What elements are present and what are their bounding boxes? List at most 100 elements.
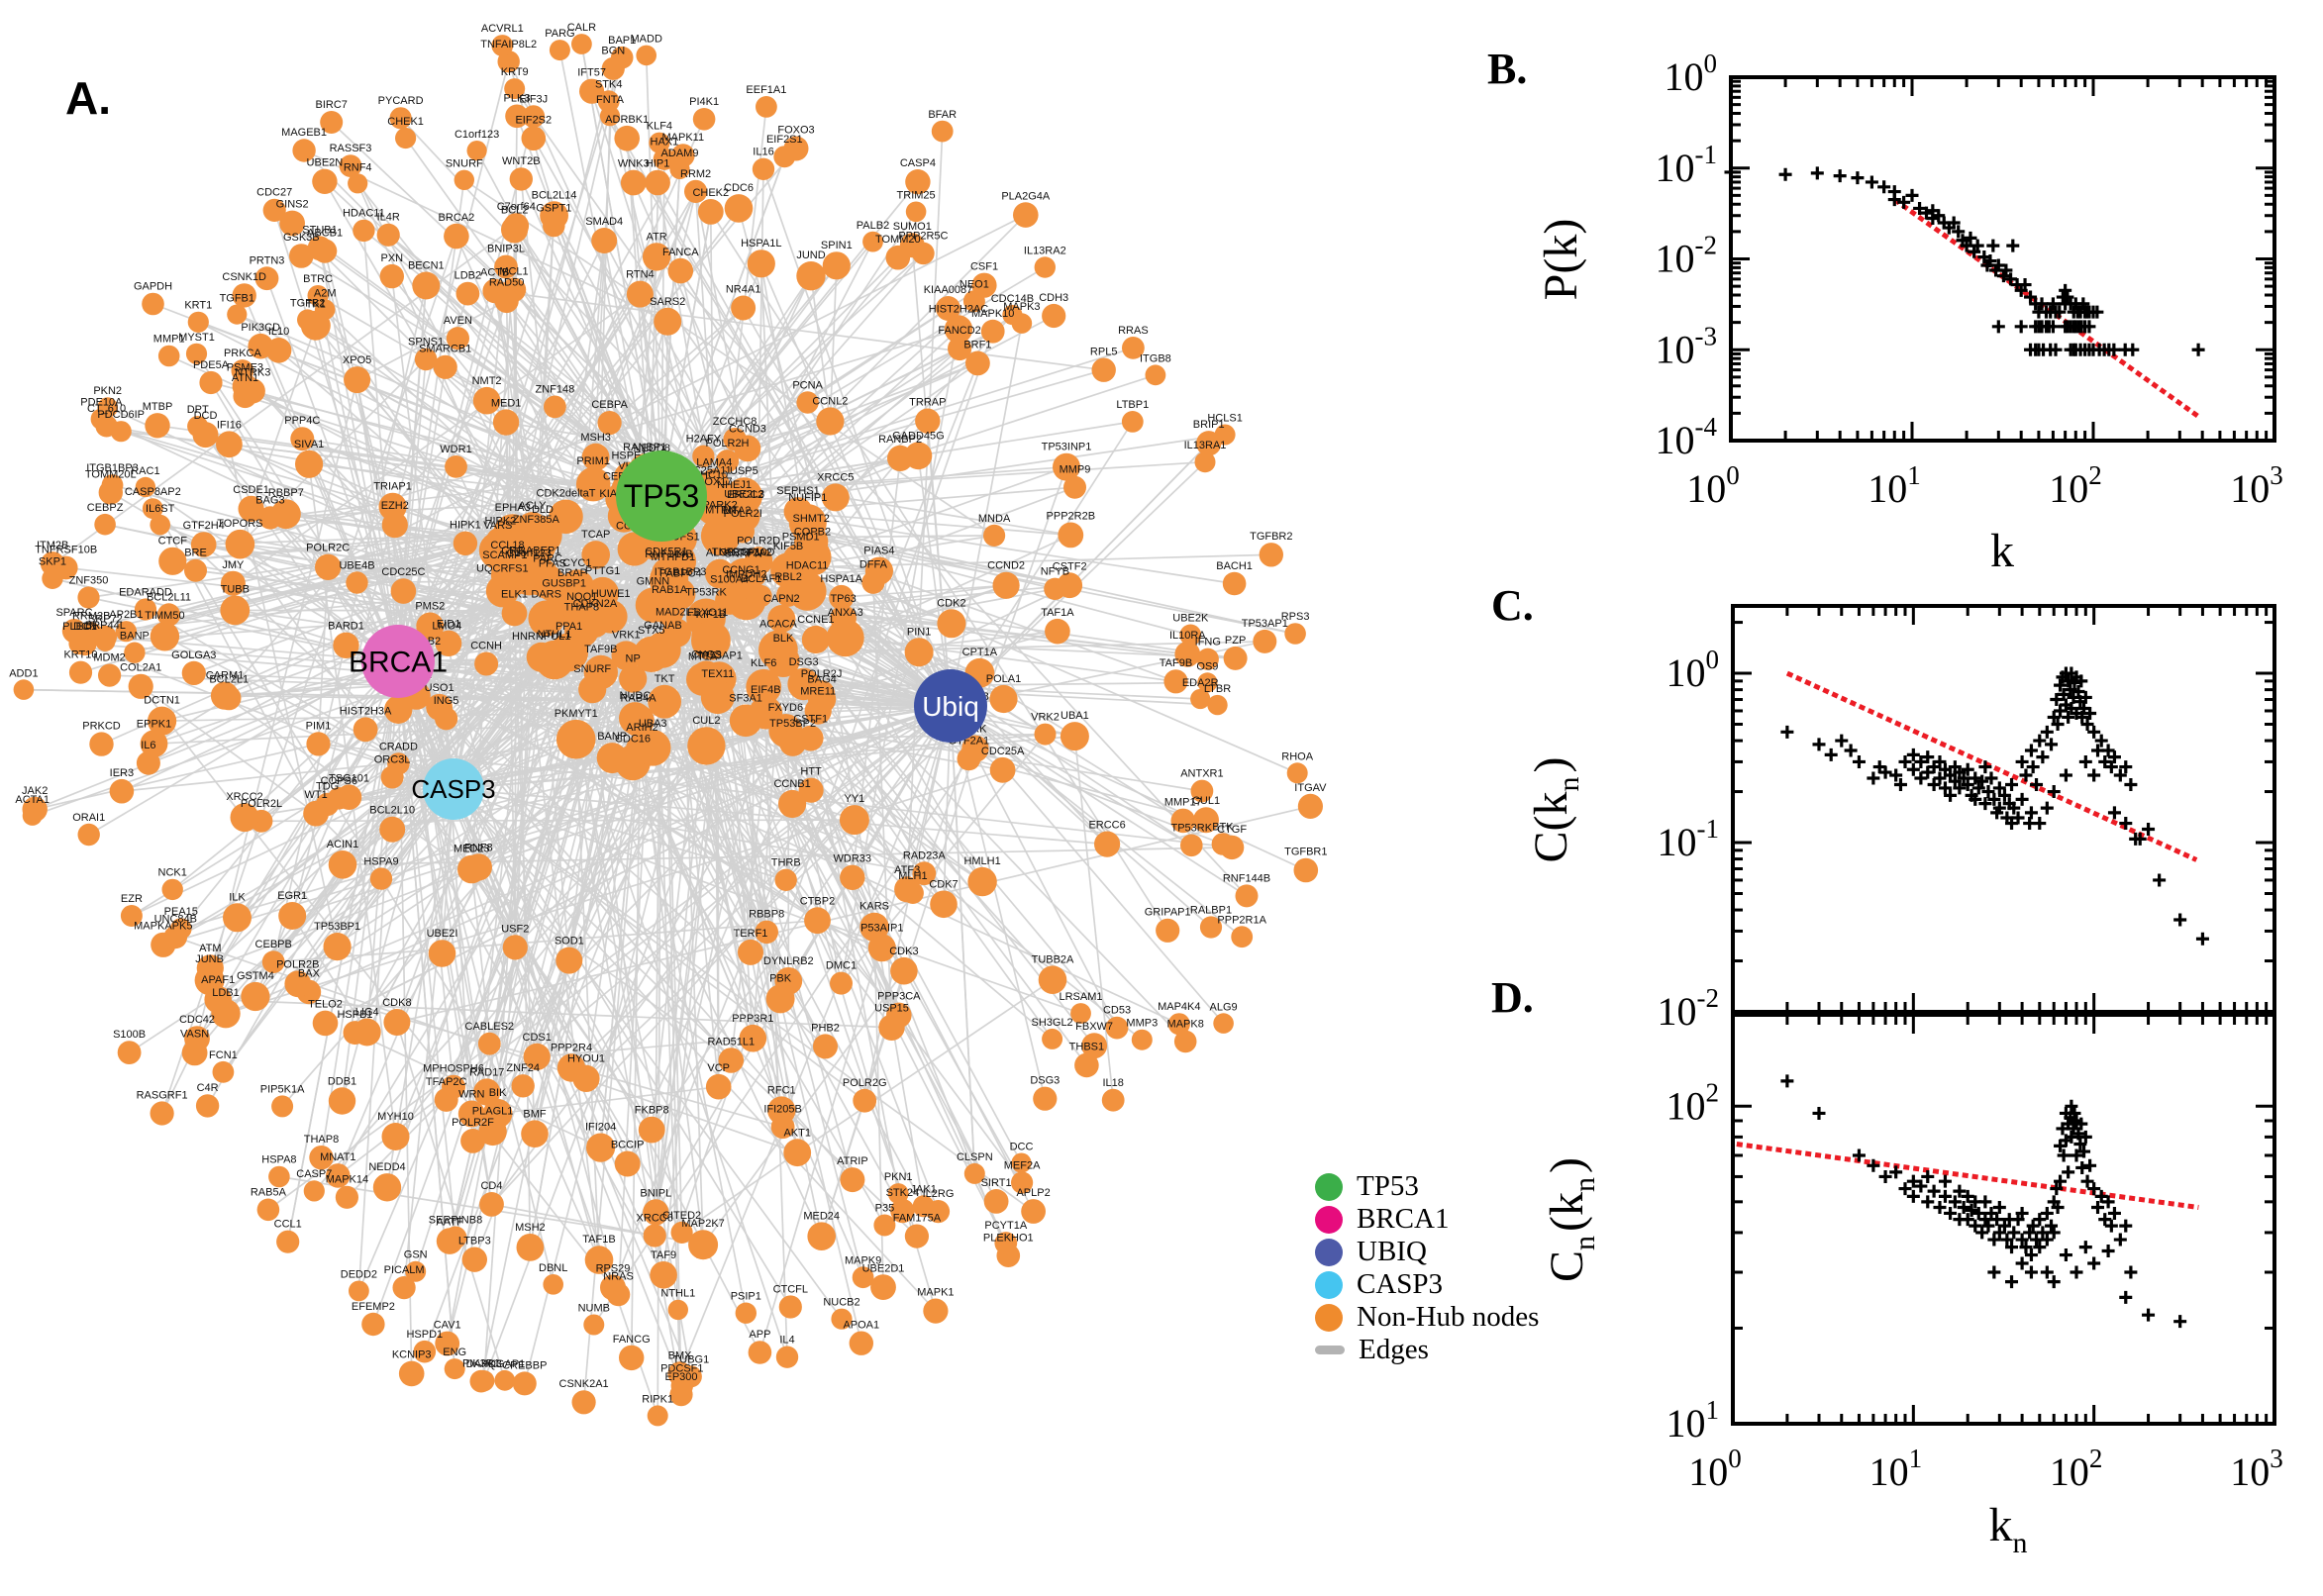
node-label: STUB1 (302, 224, 337, 236)
node-label: MMP1 (153, 334, 185, 346)
network-node (195, 1094, 220, 1118)
node-label: FBXW7 (1075, 1021, 1113, 1033)
data-points (1724, 165, 2205, 356)
node-label: GRIPAP1 (1145, 907, 1191, 919)
data-point (1851, 171, 1865, 185)
network-node (586, 1133, 616, 1162)
node-label: CASP7 (296, 1168, 332, 1180)
network-node (849, 1331, 873, 1355)
nonhub-node-icon (1315, 1303, 1343, 1332)
node-label: BAX (298, 968, 321, 980)
x-tick-label: 101 (1869, 1444, 1923, 1494)
network-node (1286, 762, 1308, 784)
node-label: HYOU1 (567, 1053, 605, 1065)
node-label: RBL2 (774, 571, 802, 583)
network-node (320, 111, 344, 134)
network-node (1207, 694, 1228, 716)
node-label: LTBP1 (1116, 399, 1149, 411)
data-point (1971, 781, 1985, 795)
node-label: GOLGA3 (171, 649, 216, 661)
fit-line (1892, 197, 2202, 420)
y-tick-label: 10-2 (1656, 231, 1718, 281)
node-label: BNIP3L (487, 244, 525, 255)
node-label: SF3A1 (729, 692, 762, 704)
node-label: RRM2 (680, 168, 711, 180)
data-point (1906, 1174, 1920, 1188)
node-label: MAD2L1 (656, 607, 698, 619)
y-tick-label: 102 (1666, 1077, 1720, 1128)
node-label: TP53RK (1171, 823, 1213, 835)
network-edge (416, 694, 952, 707)
node-label: DPT (187, 404, 209, 416)
data-point (2098, 1213, 2112, 1227)
node-label: H2AFY (686, 434, 722, 446)
network-node (77, 823, 100, 847)
node-label: TOPORS (217, 518, 262, 530)
node-label: CDK2deltaT (537, 488, 596, 500)
data-point (2071, 1127, 2085, 1141)
network-edge (580, 630, 755, 1040)
node-label: ILK (229, 891, 246, 903)
network-edge (950, 705, 1307, 871)
node-label: NEO1 (960, 278, 989, 290)
data-point (2007, 1226, 2021, 1240)
data-point (2078, 1241, 2092, 1254)
node-label: DCD (194, 410, 218, 422)
network-node (830, 971, 853, 995)
network-node (1190, 688, 1211, 710)
node-label: HSPA8 (261, 1154, 296, 1166)
network-edge (391, 776, 664, 1276)
network-node (328, 1087, 356, 1115)
network-edge (713, 482, 1108, 846)
node-label: DEDD2 (341, 1268, 377, 1280)
data-point (1948, 1195, 1962, 1209)
data-point (1877, 180, 1891, 194)
network-node (783, 497, 813, 526)
ubiq-node-icon (1315, 1238, 1343, 1266)
tp53-node-icon (1315, 1172, 1343, 1201)
node-label: FKBP8 (635, 1105, 669, 1117)
node-label: WDR33 (834, 853, 872, 865)
network-node (372, 1173, 402, 1202)
network-edge (272, 495, 662, 963)
node-label: NTHL1 (538, 629, 572, 641)
network-node (870, 1274, 896, 1300)
node-label: TOMM20L (85, 468, 137, 480)
network-node (894, 876, 921, 903)
node-label: NUFIP1 (788, 492, 827, 504)
node-label: JUNB (195, 953, 224, 965)
data-point (1984, 771, 1998, 785)
network-node (813, 1034, 838, 1059)
node-label: BECN1 (408, 260, 445, 272)
data-point (2011, 811, 2025, 825)
data-point (1852, 1148, 1866, 1162)
data-point (2080, 718, 2094, 732)
node-label: GINS2 (276, 199, 309, 211)
network-node (232, 283, 256, 308)
node-label: DARS (531, 589, 561, 601)
node-label: MYST1 (178, 332, 215, 344)
network-edge (232, 293, 641, 584)
data-point (1981, 1219, 1995, 1233)
network-node (434, 1087, 458, 1112)
node-label: CYCS (691, 648, 722, 660)
network-node (948, 336, 972, 361)
network-node (766, 644, 800, 678)
data-point (2015, 1256, 2029, 1270)
network-node (248, 333, 273, 359)
node-label: NR4A1 (726, 284, 760, 296)
node-label: EIF4B (751, 684, 781, 696)
data-point (1970, 239, 1984, 252)
node-label: POLR2F (452, 1117, 494, 1129)
network-edge (477, 275, 812, 868)
node-label: JAK1 (911, 1183, 937, 1195)
network-node (216, 431, 243, 458)
node-label: CDK8 (382, 997, 411, 1009)
network-node (669, 1383, 693, 1407)
node-label: FANCG (613, 1334, 651, 1346)
node-label: MTA2 (723, 505, 752, 517)
node-label: IFI16 (217, 419, 242, 431)
network-node (383, 1009, 411, 1036)
node-label: IFNG (1195, 637, 1221, 648)
